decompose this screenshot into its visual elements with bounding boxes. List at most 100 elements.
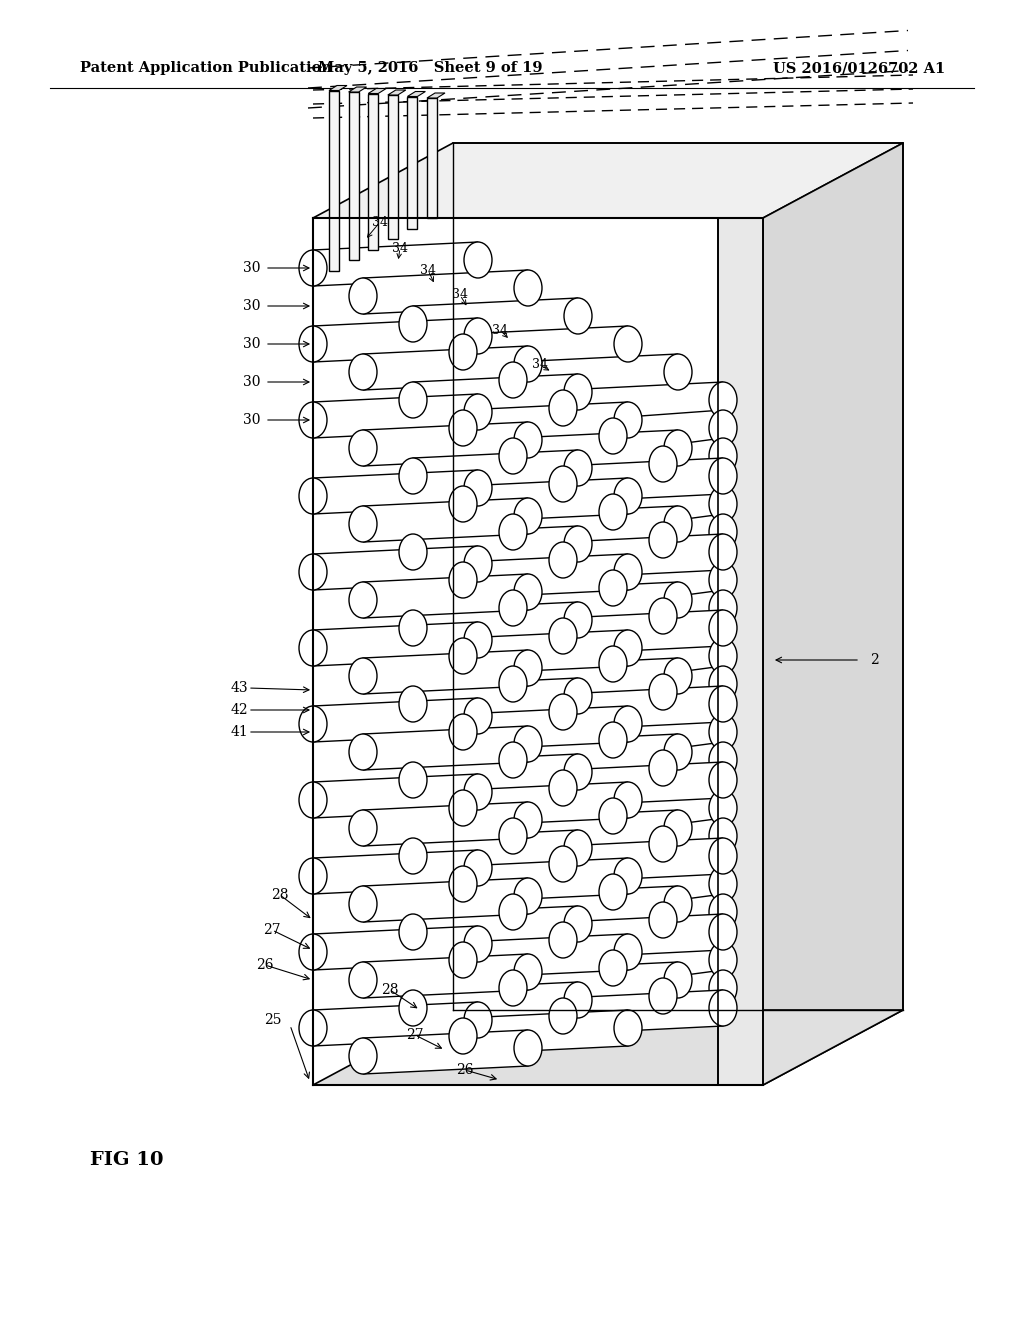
Ellipse shape bbox=[499, 742, 527, 777]
Ellipse shape bbox=[709, 990, 737, 1026]
Polygon shape bbox=[313, 774, 478, 818]
Ellipse shape bbox=[464, 318, 492, 354]
Ellipse shape bbox=[709, 970, 737, 1006]
Ellipse shape bbox=[399, 762, 427, 799]
Ellipse shape bbox=[349, 810, 377, 846]
Ellipse shape bbox=[599, 799, 627, 834]
Ellipse shape bbox=[299, 249, 327, 286]
Polygon shape bbox=[362, 726, 528, 770]
Polygon shape bbox=[563, 913, 723, 958]
Ellipse shape bbox=[349, 354, 377, 389]
Polygon shape bbox=[513, 734, 678, 777]
Polygon shape bbox=[563, 990, 723, 1034]
Ellipse shape bbox=[564, 374, 592, 411]
Ellipse shape bbox=[599, 494, 627, 531]
Polygon shape bbox=[369, 94, 378, 249]
Polygon shape bbox=[313, 546, 478, 590]
Ellipse shape bbox=[464, 774, 492, 810]
Polygon shape bbox=[362, 574, 528, 618]
Ellipse shape bbox=[514, 1030, 542, 1067]
Ellipse shape bbox=[399, 535, 427, 570]
Ellipse shape bbox=[709, 638, 737, 675]
Polygon shape bbox=[427, 98, 437, 218]
Ellipse shape bbox=[549, 694, 577, 730]
Ellipse shape bbox=[349, 886, 377, 921]
Ellipse shape bbox=[514, 649, 542, 686]
Ellipse shape bbox=[649, 978, 677, 1014]
Text: 43: 43 bbox=[230, 681, 248, 696]
Ellipse shape bbox=[599, 722, 627, 758]
Ellipse shape bbox=[514, 422, 542, 458]
Polygon shape bbox=[513, 886, 678, 931]
Polygon shape bbox=[513, 962, 678, 1006]
Polygon shape bbox=[313, 1002, 478, 1045]
Ellipse shape bbox=[564, 982, 592, 1018]
Text: 34: 34 bbox=[452, 289, 468, 301]
Text: 34: 34 bbox=[420, 264, 436, 276]
Ellipse shape bbox=[649, 598, 677, 634]
Ellipse shape bbox=[549, 998, 577, 1034]
Text: May 5, 2016   Sheet 9 of 19: May 5, 2016 Sheet 9 of 19 bbox=[317, 61, 543, 75]
Ellipse shape bbox=[349, 657, 377, 694]
Ellipse shape bbox=[614, 858, 642, 894]
Ellipse shape bbox=[709, 381, 737, 418]
Ellipse shape bbox=[709, 818, 737, 854]
Ellipse shape bbox=[709, 762, 737, 799]
Ellipse shape bbox=[299, 478, 327, 513]
Ellipse shape bbox=[399, 913, 427, 950]
Ellipse shape bbox=[664, 354, 692, 389]
Polygon shape bbox=[613, 562, 723, 606]
Ellipse shape bbox=[499, 667, 527, 702]
Ellipse shape bbox=[614, 554, 642, 590]
Polygon shape bbox=[563, 381, 723, 426]
Ellipse shape bbox=[449, 866, 477, 902]
Ellipse shape bbox=[564, 450, 592, 486]
Ellipse shape bbox=[299, 630, 327, 667]
Polygon shape bbox=[563, 838, 723, 882]
Ellipse shape bbox=[499, 894, 527, 931]
Text: 34: 34 bbox=[392, 242, 408, 255]
Polygon shape bbox=[563, 686, 723, 730]
Ellipse shape bbox=[514, 574, 542, 610]
Ellipse shape bbox=[514, 878, 542, 913]
Polygon shape bbox=[329, 91, 339, 271]
Ellipse shape bbox=[499, 970, 527, 1006]
Polygon shape bbox=[313, 622, 478, 667]
Polygon shape bbox=[413, 906, 578, 950]
Ellipse shape bbox=[709, 667, 737, 702]
Ellipse shape bbox=[564, 525, 592, 562]
Polygon shape bbox=[348, 92, 358, 260]
Ellipse shape bbox=[464, 927, 492, 962]
Ellipse shape bbox=[709, 913, 737, 950]
Ellipse shape bbox=[614, 630, 642, 667]
Ellipse shape bbox=[709, 838, 737, 874]
Ellipse shape bbox=[514, 726, 542, 762]
Ellipse shape bbox=[709, 458, 737, 494]
Ellipse shape bbox=[549, 466, 577, 502]
Polygon shape bbox=[313, 850, 478, 894]
Ellipse shape bbox=[564, 906, 592, 942]
Text: 26: 26 bbox=[256, 958, 273, 972]
Polygon shape bbox=[413, 374, 578, 418]
Ellipse shape bbox=[614, 326, 642, 362]
Polygon shape bbox=[362, 878, 528, 921]
Polygon shape bbox=[313, 242, 478, 286]
Ellipse shape bbox=[349, 1038, 377, 1074]
Ellipse shape bbox=[599, 418, 627, 454]
Ellipse shape bbox=[664, 430, 692, 466]
Ellipse shape bbox=[709, 686, 737, 722]
Ellipse shape bbox=[614, 935, 642, 970]
Ellipse shape bbox=[649, 826, 677, 862]
Text: 30: 30 bbox=[243, 375, 260, 389]
Ellipse shape bbox=[649, 521, 677, 558]
Ellipse shape bbox=[349, 279, 377, 314]
Polygon shape bbox=[362, 1030, 528, 1074]
Ellipse shape bbox=[549, 618, 577, 653]
Ellipse shape bbox=[709, 438, 737, 474]
Ellipse shape bbox=[449, 562, 477, 598]
Ellipse shape bbox=[709, 742, 737, 777]
Ellipse shape bbox=[564, 754, 592, 789]
Polygon shape bbox=[313, 318, 478, 362]
Polygon shape bbox=[427, 92, 445, 98]
Polygon shape bbox=[613, 638, 723, 682]
